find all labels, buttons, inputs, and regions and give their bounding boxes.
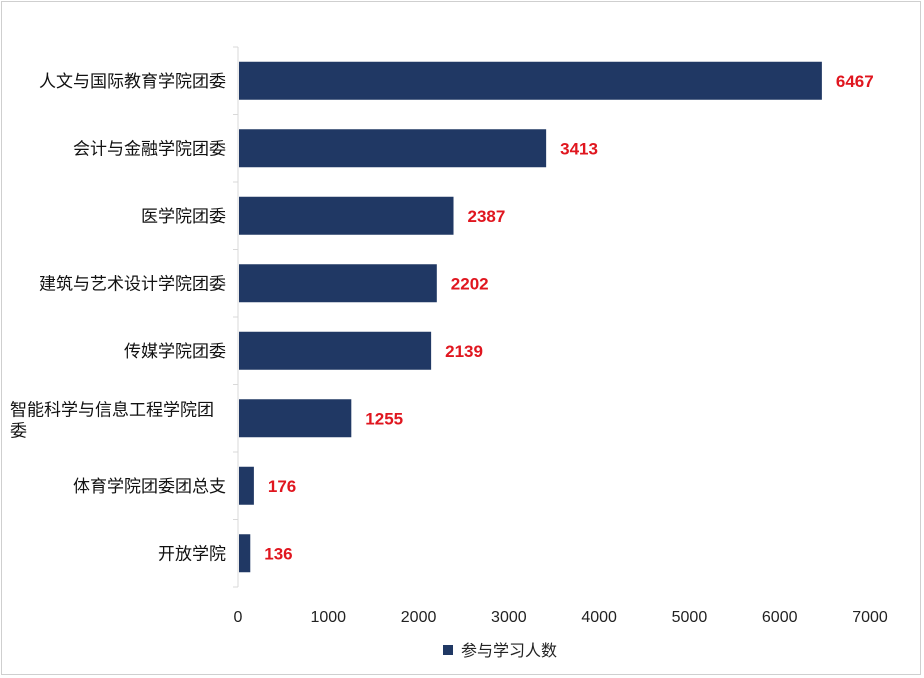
data-label: 176	[268, 477, 296, 496]
category-label: 智能科学与信息工程学院团	[10, 400, 214, 420]
labels-layer: 6467 人文与国际教育学院团委 3413 会计与金融学院团委 2387 医学院团委 220…	[10, 72, 874, 565]
data-label: 1255	[365, 409, 403, 428]
bar	[239, 534, 251, 573]
category-label: 会计与金融学院团委	[73, 139, 226, 159]
data-label: 2387	[468, 207, 506, 226]
data-label: 2139	[445, 342, 483, 361]
x-tick-label: 2000	[401, 609, 437, 626]
bar	[239, 264, 437, 303]
legend: 参与学习人数	[443, 641, 557, 660]
bars-layer	[239, 61, 822, 573]
data-label: 3413	[560, 139, 598, 158]
data-label: 2202	[451, 274, 489, 293]
x-tick-label: 5000	[672, 609, 708, 626]
bar	[239, 466, 254, 505]
bar	[239, 129, 547, 168]
category-label: 建筑与艺术设计学院团委	[39, 274, 226, 294]
category-label-continued: 委	[10, 421, 27, 441]
data-label: 136	[264, 544, 292, 563]
x-tick-label: 0	[234, 609, 243, 626]
bar	[239, 399, 352, 438]
x-tick-label: 7000	[852, 609, 888, 626]
x-tick-label: 1000	[310, 609, 346, 626]
axis-layer: 0 1000 2000 3000 4000 5000 6000 7000	[233, 46, 888, 626]
bar	[239, 196, 454, 235]
data-label: 6467	[836, 72, 874, 91]
legend-swatch	[443, 645, 453, 655]
bar	[239, 61, 822, 100]
category-label: 开放学院	[158, 544, 226, 564]
x-tick-label: 3000	[491, 609, 527, 626]
bar	[239, 331, 432, 370]
x-tick-label: 4000	[581, 609, 617, 626]
legend-label: 参与学习人数	[461, 641, 557, 660]
category-label: 医学院团委	[141, 207, 226, 227]
category-label: 人文与国际教育学院团委	[39, 72, 226, 92]
category-label: 体育学院团委团总支	[73, 477, 226, 497]
category-label: 传媒学院团委	[124, 342, 226, 362]
x-tick-label: 6000	[762, 609, 798, 626]
